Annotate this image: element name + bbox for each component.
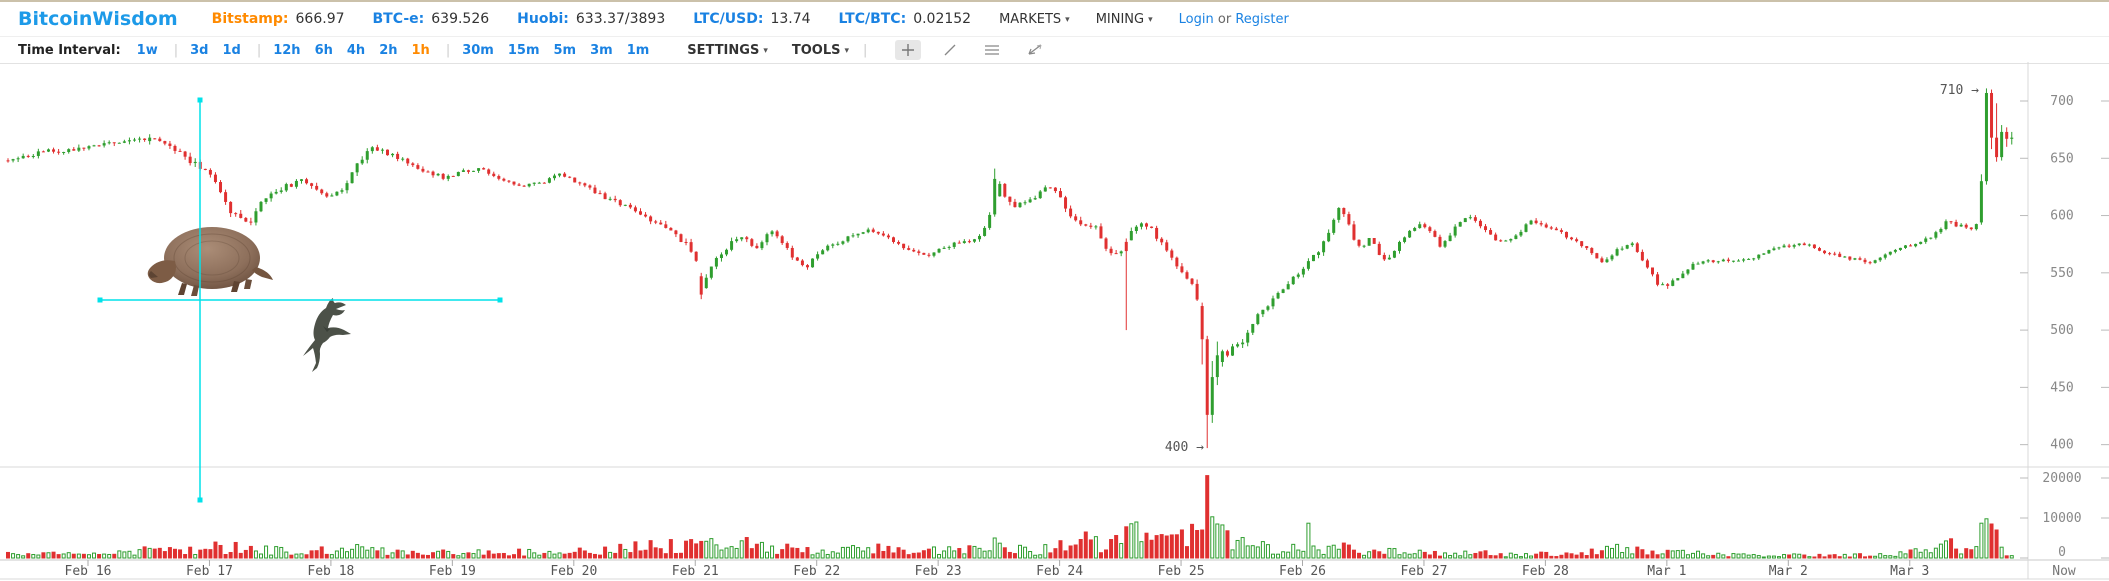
chevron-down-icon: ▾ bbox=[1065, 14, 1070, 25]
svg-text:10000: 10000 bbox=[2042, 511, 2081, 526]
price-annotation: 710 → bbox=[1940, 83, 1979, 98]
ticker-ltcbtc[interactable]: LTC/BTC: 0.02152 bbox=[839, 11, 972, 27]
chevron-down-icon: ▾ bbox=[1148, 14, 1153, 25]
svg-text:500: 500 bbox=[2050, 323, 2073, 338]
svg-text:Feb 21: Feb 21 bbox=[672, 564, 719, 579]
svg-text:20000: 20000 bbox=[2042, 471, 2081, 486]
svg-text:650: 650 bbox=[2050, 151, 2073, 166]
separator: | bbox=[256, 42, 262, 58]
ticker-label: Huobi: bbox=[517, 11, 569, 27]
header: BitcoinWisdom Bitstamp: 666.97 BTC-e: 639.… bbox=[0, 2, 2109, 37]
ticker-value: 0.02152 bbox=[913, 11, 972, 27]
ticker-huobi[interactable]: Huobi: 633.37/3893 bbox=[517, 11, 665, 27]
interval-4h[interactable]: 4h bbox=[346, 42, 366, 58]
chart-borders bbox=[0, 62, 2109, 580]
interval-5m[interactable]: 5m bbox=[553, 42, 577, 58]
svg-text:Feb 20: Feb 20 bbox=[550, 564, 597, 579]
svg-text:Feb 25: Feb 25 bbox=[1158, 564, 1205, 579]
interval-30m[interactable]: 30m bbox=[462, 42, 494, 58]
auth-or-text: or bbox=[1217, 11, 1232, 27]
glyptodon-sprite bbox=[147, 227, 273, 296]
svg-text:Mar 1: Mar 1 bbox=[1647, 564, 1686, 579]
svg-text:Feb 28: Feb 28 bbox=[1522, 564, 1569, 579]
chevron-down-icon: ▾ bbox=[844, 45, 849, 56]
volume-layer bbox=[6, 475, 2014, 559]
interval-1w[interactable]: 1w bbox=[136, 42, 158, 58]
interval-3m[interactable]: 3m bbox=[590, 42, 613, 58]
page-top-strip bbox=[0, 0, 2109, 2]
chart-toolbar: Time Interval: 1w | 3d 1d | 12h 6h 4h 2h 1… bbox=[0, 37, 2109, 64]
raptor-sprite bbox=[303, 298, 351, 372]
svg-text:Mar 2: Mar 2 bbox=[1769, 564, 1808, 579]
ticker-label: Bitstamp: bbox=[211, 11, 289, 27]
candles-layer bbox=[6, 88, 2014, 449]
settings-dropdown[interactable]: SETTINGS ▾ bbox=[687, 42, 768, 58]
tools-dropdown[interactable]: TOOLS ▾ bbox=[791, 42, 849, 58]
time-interval-label: Time Interval: bbox=[18, 42, 121, 58]
price-annotation: 400 → bbox=[1165, 440, 1204, 455]
ticker-label: LTC/BTC: bbox=[838, 11, 907, 27]
separator: | bbox=[173, 42, 179, 58]
ticker-value: 666.97 bbox=[295, 11, 345, 27]
annotations: 710 → 400 → bbox=[1165, 83, 1979, 455]
svg-text:Feb 24: Feb 24 bbox=[1036, 564, 1083, 579]
svg-text:Feb 19: Feb 19 bbox=[429, 564, 476, 579]
svg-text:400: 400 bbox=[2050, 438, 2073, 453]
crosshair-plus-icon[interactable] bbox=[895, 40, 922, 60]
interval-12h[interactable]: 12h bbox=[273, 42, 301, 58]
x-axis: Feb 16 Feb 17 Feb 18 Feb 19 Feb 20 Feb 21 Feb … bbox=[65, 560, 2076, 579]
interval-1h[interactable]: 1h bbox=[411, 42, 430, 58]
svg-text:700: 700 bbox=[2050, 94, 2073, 109]
svg-text:550: 550 bbox=[2050, 266, 2073, 281]
trendline-icon[interactable] bbox=[937, 40, 963, 60]
interval-2h[interactable]: 2h bbox=[379, 42, 398, 58]
interval-6h[interactable]: 6h bbox=[314, 42, 333, 58]
menu-markets[interactable]: MARKETS ▾ bbox=[999, 11, 1070, 27]
register-link[interactable]: Register bbox=[1235, 11, 1289, 27]
chevron-down-icon: ▾ bbox=[763, 45, 768, 56]
svg-text:Now: Now bbox=[2052, 564, 2076, 579]
menu-mining[interactable]: MINING ▾ bbox=[1095, 11, 1153, 27]
ticker-label: BTC-e: bbox=[372, 11, 425, 27]
interval-1m[interactable]: 1m bbox=[626, 42, 650, 58]
ticker-ltcusd[interactable]: LTC/USD: 13.74 bbox=[693, 11, 810, 27]
svg-text:Feb 16: Feb 16 bbox=[65, 564, 112, 579]
interval-15m[interactable]: 15m bbox=[507, 42, 540, 58]
svg-text:Mar 3: Mar 3 bbox=[1890, 564, 1929, 579]
svg-text:Feb 23: Feb 23 bbox=[915, 564, 962, 579]
svg-text:Feb 17: Feb 17 bbox=[186, 564, 233, 579]
separator: | bbox=[863, 42, 868, 58]
svg-text:0: 0 bbox=[2058, 545, 2066, 560]
interval-1d[interactable]: 1d bbox=[222, 42, 241, 58]
ticker-btce[interactable]: BTC-e: 639.526 bbox=[373, 11, 490, 27]
ticker-label: LTC/USD: bbox=[693, 11, 764, 27]
svg-text:Feb 18: Feb 18 bbox=[307, 564, 354, 579]
ticker-value: 639.526 bbox=[431, 11, 490, 27]
ticker-value: 633.37/3893 bbox=[575, 11, 666, 27]
svg-text:Feb 27: Feb 27 bbox=[1400, 564, 1447, 579]
svg-text:Feb 22: Feb 22 bbox=[793, 564, 840, 579]
logo[interactable]: BitcoinWisdom bbox=[18, 8, 178, 30]
price-axis: 700 650 600 550 500 450 400 20000 10000 0 bbox=[2020, 94, 2109, 560]
horizontal-lines-icon[interactable] bbox=[979, 40, 1005, 60]
separator: | bbox=[445, 42, 451, 58]
svg-text:450: 450 bbox=[2050, 380, 2073, 395]
login-link[interactable]: Login bbox=[1178, 11, 1214, 27]
draw-arrow-icon[interactable] bbox=[1021, 40, 1047, 60]
ticker-value: 13.74 bbox=[770, 11, 811, 27]
ticker-bitstamp[interactable]: Bitstamp: 666.97 bbox=[212, 11, 345, 27]
interval-3d[interactable]: 3d bbox=[190, 42, 209, 58]
svg-text:600: 600 bbox=[2050, 209, 2073, 224]
svg-text:Feb 26: Feb 26 bbox=[1279, 564, 1326, 579]
auth-links: Login or Register bbox=[1179, 12, 1289, 27]
